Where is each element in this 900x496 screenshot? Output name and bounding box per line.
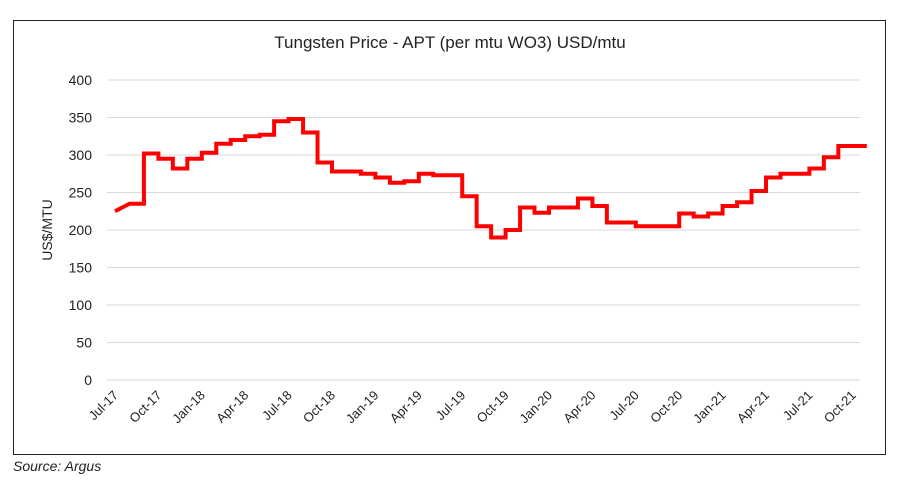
x-tick-label: Oct-19: [474, 388, 512, 426]
x-tick-label: Apr-18: [213, 388, 251, 426]
y-tick-label: 250: [69, 185, 93, 201]
x-tick-label: Jul-17: [85, 388, 121, 424]
y-tick-label: 300: [69, 147, 93, 163]
x-tick-label: Jul-20: [606, 388, 642, 424]
y-tick-label: 50: [76, 335, 92, 351]
x-tick-label: Jan-21: [690, 388, 729, 427]
x-tick-label: Jul-19: [433, 388, 469, 424]
chart-title: Tungsten Price - APT (per mtu WO3) USD/m…: [274, 33, 626, 52]
x-axis-ticks: Jul-17 Oct-17 Jan-18 Apr-18 Jul-18 Oct-18 Jan-…: [85, 388, 858, 427]
y-tick-label: 150: [69, 260, 93, 276]
x-tick-label: Jul-18: [259, 388, 295, 424]
y-tick-label: 100: [69, 297, 93, 313]
x-tick-label: Jan-20: [516, 388, 555, 427]
x-tick-label: Apr-19: [387, 388, 425, 426]
y-tick-label: 350: [69, 110, 93, 126]
y-tick-label: 200: [69, 222, 93, 238]
y-tick-label: 0: [84, 372, 92, 388]
x-tick-label: Jan-18: [169, 388, 208, 427]
x-tick-label: Oct-21: [821, 388, 859, 426]
x-tick-label: Jan-19: [343, 388, 382, 427]
x-tick-label: Jul-21: [780, 388, 816, 424]
x-tick-label: Oct-17: [126, 388, 164, 426]
y-axis-ticks: 0 50 100 150 200 250 300 350 400: [69, 72, 93, 388]
source-note: Source: Argus: [13, 458, 102, 474]
gridlines: [107, 79, 860, 381]
x-tick-label: Oct-18: [300, 388, 338, 426]
x-tick-label: Apr-21: [734, 388, 772, 426]
x-tick-label: Oct-20: [647, 388, 685, 426]
chart-frame: [13, 20, 886, 455]
x-tick-label: Apr-20: [560, 388, 598, 426]
price-line: [114, 117, 867, 240]
y-axis-label: US$/MTU: [39, 199, 55, 260]
y-tick-label: 400: [69, 72, 93, 88]
